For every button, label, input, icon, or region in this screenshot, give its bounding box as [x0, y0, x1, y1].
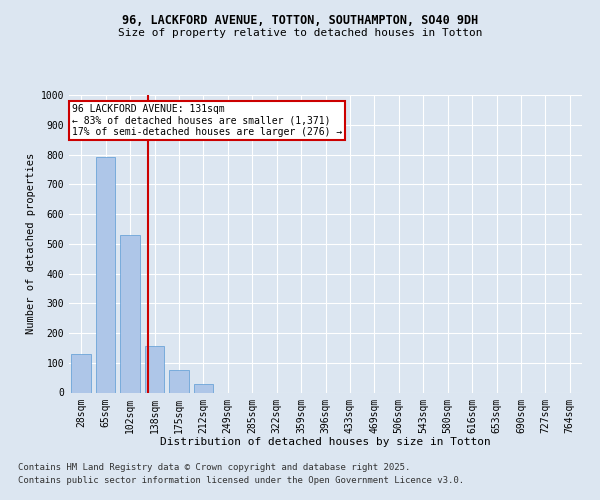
Text: 96 LACKFORD AVENUE: 131sqm
← 83% of detached houses are smaller (1,371)
17% of s: 96 LACKFORD AVENUE: 131sqm ← 83% of deta… [71, 104, 342, 137]
X-axis label: Distribution of detached houses by size in Totton: Distribution of detached houses by size … [160, 437, 491, 447]
Bar [169, 370, 188, 392]
Bar [145, 346, 164, 393]
Bar [194, 384, 213, 392]
Text: Contains HM Land Registry data © Crown copyright and database right 2025.: Contains HM Land Registry data © Crown c… [18, 462, 410, 471]
Text: 96, LACKFORD AVENUE, TOTTON, SOUTHAMPTON, SO40 9DH: 96, LACKFORD AVENUE, TOTTON, SOUTHAMPTON… [122, 14, 478, 27]
Bar [71, 354, 91, 393]
Text: Contains public sector information licensed under the Open Government Licence v3: Contains public sector information licen… [18, 476, 464, 485]
Text: Size of property relative to detached houses in Totton: Size of property relative to detached ho… [118, 28, 482, 38]
Bar [96, 158, 115, 392]
Bar [120, 235, 140, 392]
Y-axis label: Number of detached properties: Number of detached properties [26, 153, 37, 334]
